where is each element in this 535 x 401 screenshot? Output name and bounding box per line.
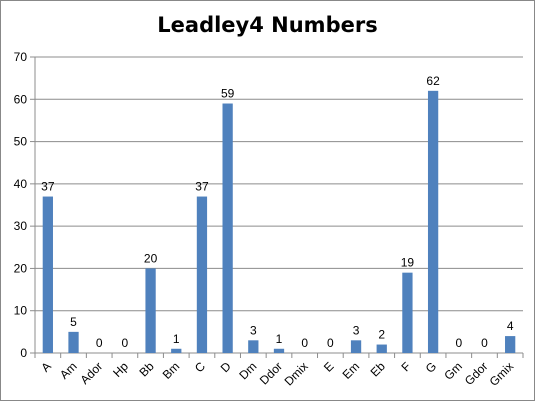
data-label: 0 — [455, 336, 462, 350]
data-label: 0 — [301, 336, 308, 350]
x-tick-label: A — [38, 359, 54, 375]
x-tick-label: Bb — [136, 359, 157, 380]
data-label: 1 — [276, 332, 283, 346]
x-tick-label: E — [321, 359, 337, 375]
bar — [171, 348, 182, 353]
y-tick-label: 50 — [14, 135, 28, 149]
data-label: 0 — [327, 336, 334, 350]
bar — [402, 272, 413, 353]
x-tick-label: Gm — [441, 359, 465, 383]
bar — [376, 344, 387, 353]
x-tick-label: Hp — [110, 359, 131, 380]
y-tick-label: 70 — [14, 50, 28, 64]
bar — [248, 340, 259, 353]
x-tick-label: Dmix — [282, 359, 311, 388]
data-label: 0 — [96, 336, 103, 350]
bar — [222, 103, 233, 353]
x-tick-label: D — [218, 359, 234, 375]
x-tick-label: Em — [340, 359, 363, 382]
data-label: 5 — [70, 315, 77, 329]
x-tick-label: Eb — [368, 359, 389, 380]
data-label: 3 — [250, 323, 257, 337]
data-label: 59 — [221, 87, 235, 101]
data-label: 37 — [195, 180, 209, 194]
x-tick-label: F — [398, 359, 413, 374]
x-tick-label: Bm — [160, 359, 183, 382]
data-label: 4 — [507, 319, 514, 333]
x-tick-label: Dm — [236, 359, 259, 382]
y-tick-label: 10 — [14, 304, 28, 318]
x-tick-label: Ador — [78, 359, 106, 387]
bar — [350, 340, 362, 353]
x-tick-label: Gmix — [487, 359, 517, 389]
data-label: 37 — [41, 180, 55, 194]
data-label: 0 — [481, 336, 488, 350]
data-label: 0 — [122, 336, 129, 350]
bar — [196, 196, 208, 353]
y-tick-label: 0 — [20, 346, 27, 360]
bar — [42, 196, 53, 353]
data-label: 3 — [353, 323, 360, 337]
bar — [427, 90, 439, 353]
y-tick-label: 60 — [14, 92, 28, 106]
bar — [145, 268, 156, 353]
bar — [68, 331, 79, 353]
x-tick-label: C — [192, 359, 208, 375]
y-tick-label: 40 — [14, 177, 28, 191]
y-tick-label: 20 — [14, 261, 28, 275]
data-label: 1 — [173, 332, 180, 346]
bar — [273, 348, 285, 353]
x-tick-label: Am — [57, 359, 80, 382]
y-tick-label: 30 — [14, 219, 28, 233]
x-tick-label: G — [423, 359, 440, 376]
chart-title: Leadley4 Numbers — [157, 13, 378, 37]
bar — [505, 336, 516, 353]
x-tick-label: Ddor — [257, 359, 285, 387]
data-label: 62 — [426, 74, 440, 88]
data-label: 19 — [401, 256, 415, 270]
data-label: 20 — [144, 251, 158, 265]
x-tick-label: Gdor — [462, 359, 491, 388]
data-label: 2 — [378, 328, 385, 342]
